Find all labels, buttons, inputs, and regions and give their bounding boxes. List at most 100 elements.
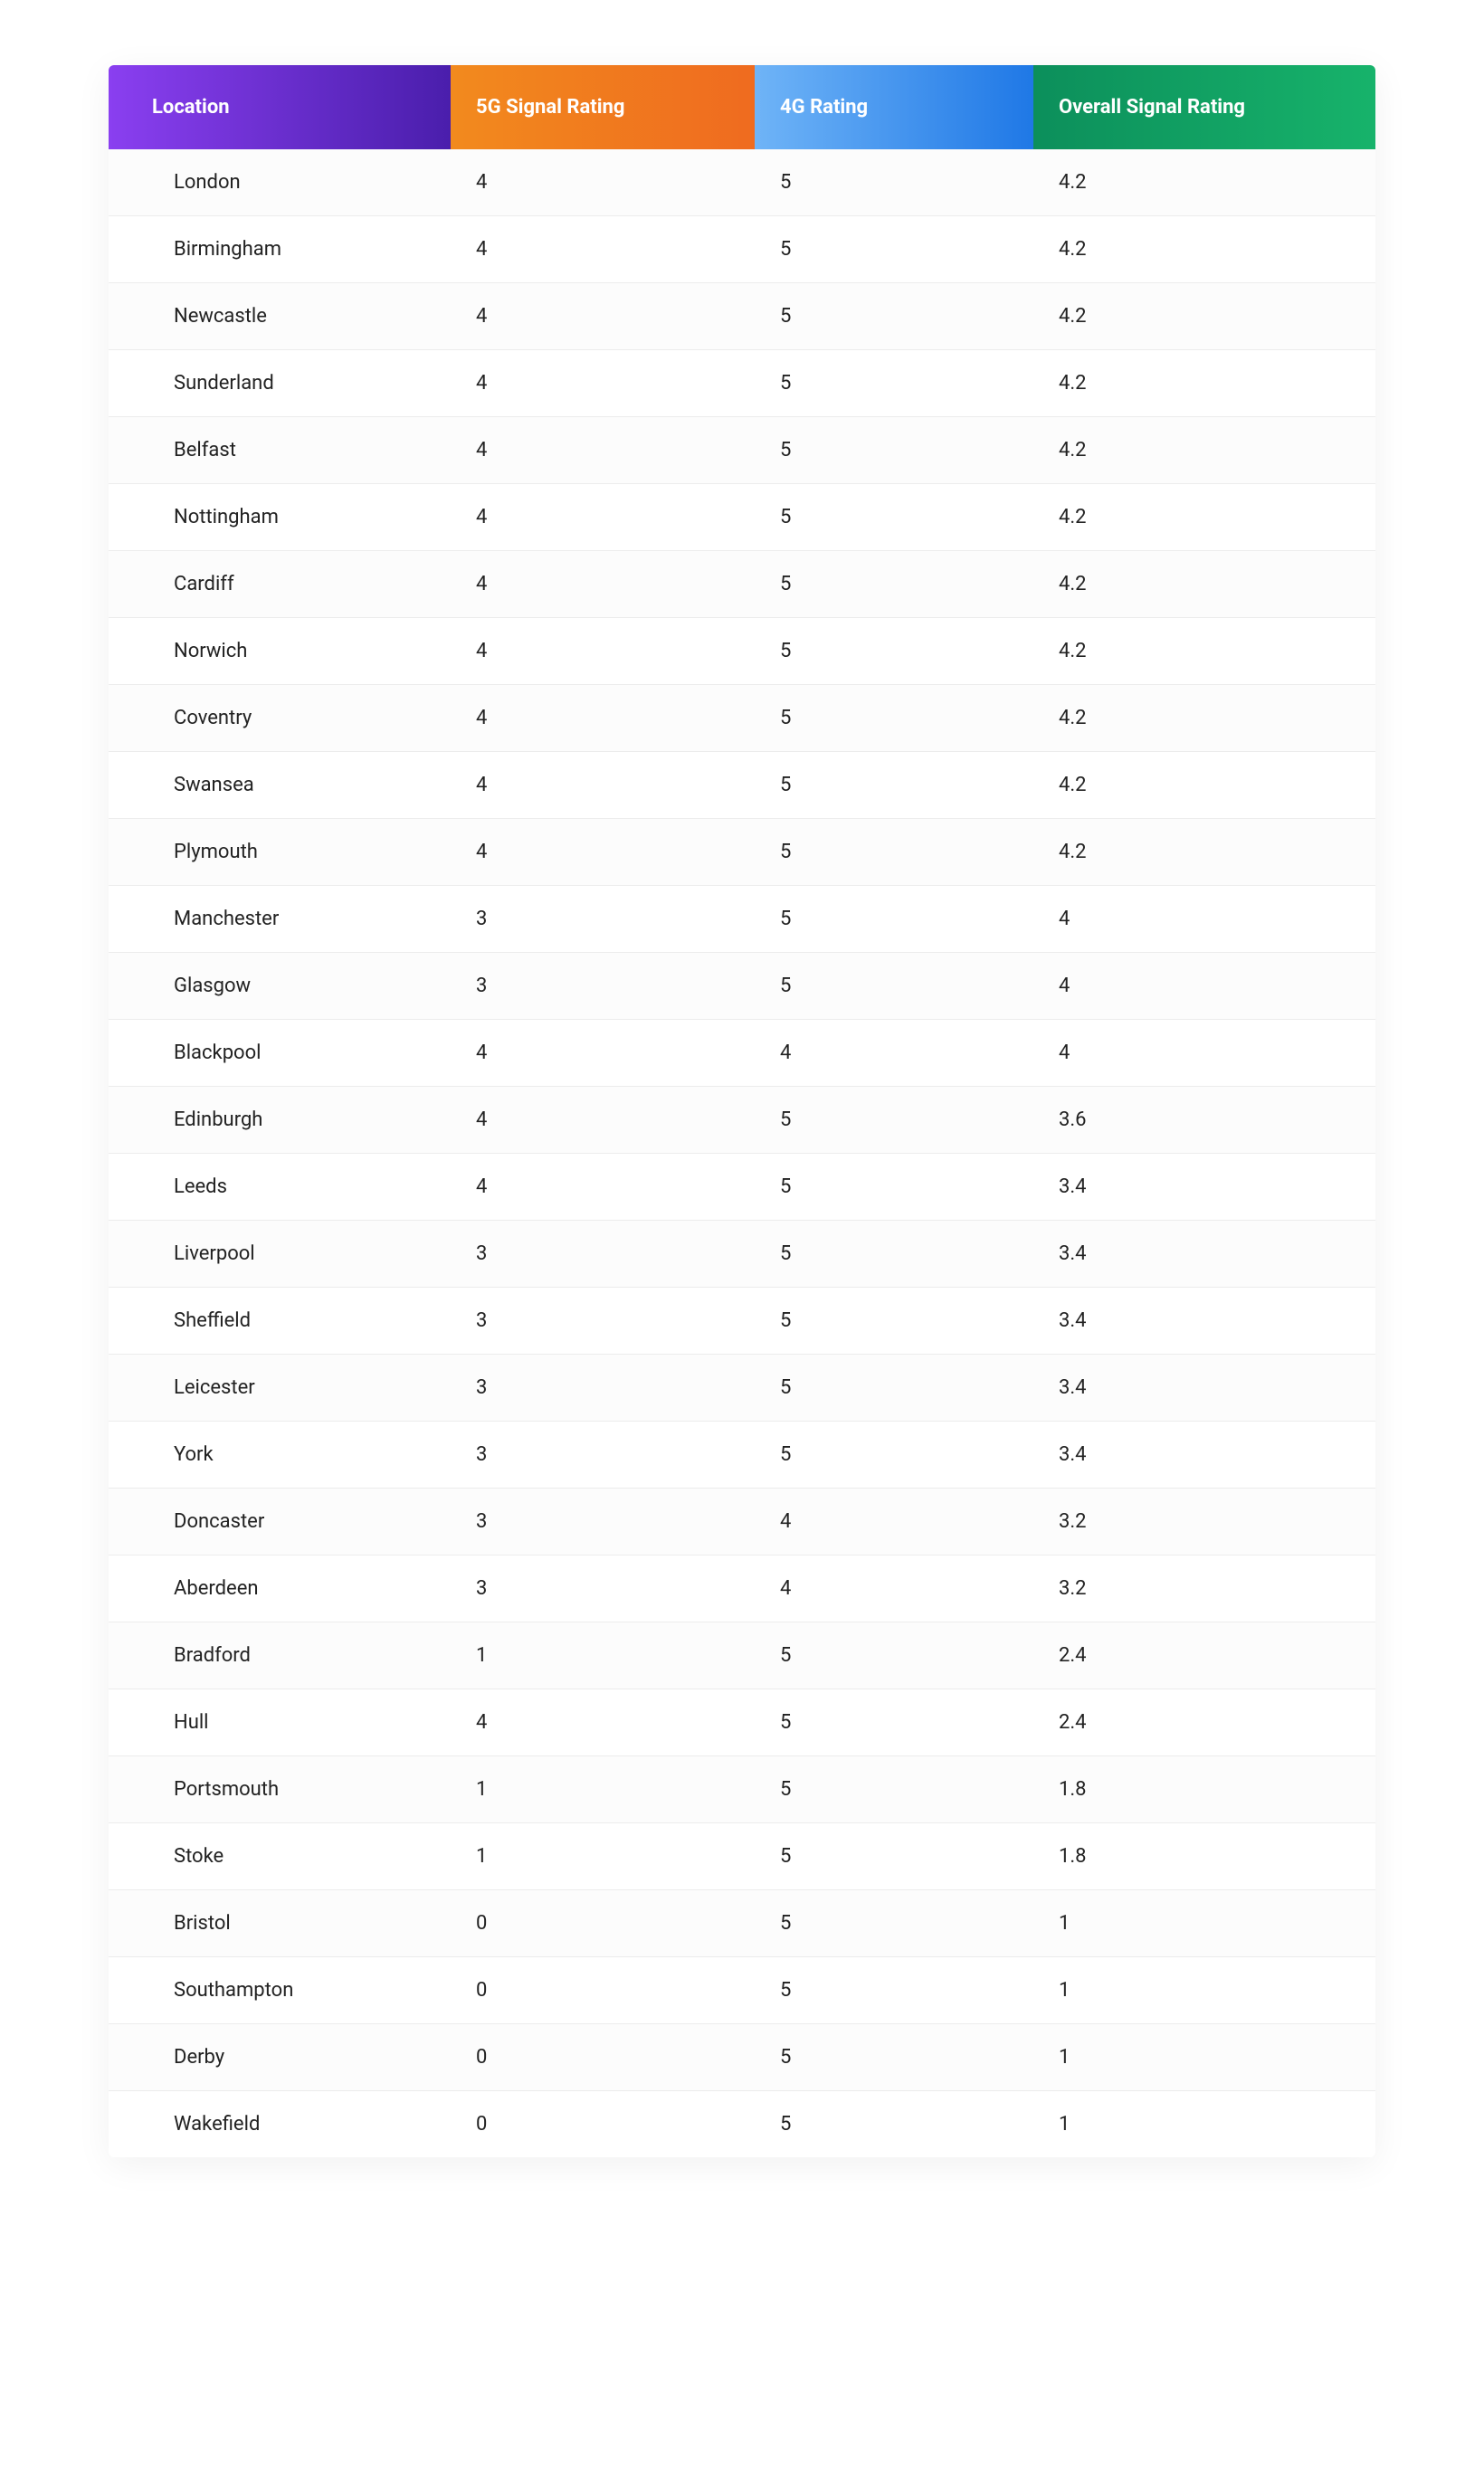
location-cell: Liverpool xyxy=(109,1221,451,1288)
value-cell: 4 xyxy=(451,149,755,216)
table-row: Leeds453.4 xyxy=(109,1154,1375,1221)
table-row: Doncaster343.2 xyxy=(109,1489,1375,1555)
table-row: Liverpool353.4 xyxy=(109,1221,1375,1288)
table-row: Edinburgh453.6 xyxy=(109,1087,1375,1154)
value-cell: 5 xyxy=(755,1622,1033,1689)
value-cell: 5 xyxy=(755,1823,1033,1890)
value-cell: 3 xyxy=(451,1555,755,1622)
location-cell: Wakefield xyxy=(109,2091,451,2158)
value-cell: 3 xyxy=(451,886,755,953)
value-cell: 3.4 xyxy=(1033,1422,1375,1489)
value-cell: 4 xyxy=(451,685,755,752)
value-cell: 3 xyxy=(451,953,755,1020)
table-row: Aberdeen343.2 xyxy=(109,1555,1375,1622)
value-cell: 4 xyxy=(451,551,755,618)
table-row: Stoke151.8 xyxy=(109,1823,1375,1890)
table-row: Derby051 xyxy=(109,2024,1375,2091)
table-row: York353.4 xyxy=(109,1422,1375,1489)
value-cell: 5 xyxy=(755,484,1033,551)
value-cell: 5 xyxy=(755,685,1033,752)
value-cell: 4 xyxy=(1033,953,1375,1020)
location-cell: Manchester xyxy=(109,886,451,953)
value-cell: 5 xyxy=(755,1087,1033,1154)
location-cell: Birmingham xyxy=(109,216,451,283)
location-cell: Belfast xyxy=(109,417,451,484)
value-cell: 5 xyxy=(755,618,1033,685)
value-cell: 3.4 xyxy=(1033,1221,1375,1288)
location-cell: Edinburgh xyxy=(109,1087,451,1154)
value-cell: 3.4 xyxy=(1033,1154,1375,1221)
column-header: 5G Signal Rating xyxy=(451,65,755,149)
header-row: Location5G Signal Rating4G RatingOverall… xyxy=(109,65,1375,149)
value-cell: 3.2 xyxy=(1033,1489,1375,1555)
table-row: Leicester353.4 xyxy=(109,1355,1375,1422)
location-cell: Stoke xyxy=(109,1823,451,1890)
value-cell: 4.2 xyxy=(1033,551,1375,618)
value-cell: 4 xyxy=(451,752,755,819)
value-cell: 5 xyxy=(755,417,1033,484)
table-row: Newcastle454.2 xyxy=(109,283,1375,350)
table-row: Blackpool444 xyxy=(109,1020,1375,1087)
value-cell: 0 xyxy=(451,1890,755,1957)
location-cell: Southampton xyxy=(109,1957,451,2024)
value-cell: 5 xyxy=(755,1154,1033,1221)
location-cell: Coventry xyxy=(109,685,451,752)
value-cell: 4 xyxy=(755,1555,1033,1622)
value-cell: 5 xyxy=(755,283,1033,350)
value-cell: 3 xyxy=(451,1489,755,1555)
value-cell: 3 xyxy=(451,1288,755,1355)
table-row: Hull452.4 xyxy=(109,1689,1375,1756)
table-row: London454.2 xyxy=(109,149,1375,216)
value-cell: 4 xyxy=(451,350,755,417)
value-cell: 1 xyxy=(451,1622,755,1689)
location-cell: Nottingham xyxy=(109,484,451,551)
value-cell: 4 xyxy=(451,1087,755,1154)
table-row: Manchester354 xyxy=(109,886,1375,953)
value-cell: 5 xyxy=(755,752,1033,819)
value-cell: 1 xyxy=(1033,2024,1375,2091)
value-cell: 4.2 xyxy=(1033,484,1375,551)
value-cell: 5 xyxy=(755,1689,1033,1756)
value-cell: 4 xyxy=(451,1020,755,1087)
value-cell: 4.2 xyxy=(1033,216,1375,283)
location-cell: Doncaster xyxy=(109,1489,451,1555)
location-cell: Blackpool xyxy=(109,1020,451,1087)
value-cell: 4 xyxy=(451,216,755,283)
value-cell: 4 xyxy=(1033,886,1375,953)
location-cell: Plymouth xyxy=(109,819,451,886)
location-cell: Aberdeen xyxy=(109,1555,451,1622)
value-cell: 4 xyxy=(451,1154,755,1221)
table-row: Glasgow354 xyxy=(109,953,1375,1020)
table-row: Plymouth454.2 xyxy=(109,819,1375,886)
value-cell: 4 xyxy=(451,1689,755,1756)
location-cell: Norwich xyxy=(109,618,451,685)
value-cell: 4.2 xyxy=(1033,685,1375,752)
value-cell: 4.2 xyxy=(1033,350,1375,417)
location-cell: Leeds xyxy=(109,1154,451,1221)
table-row: Sunderland454.2 xyxy=(109,350,1375,417)
value-cell: 5 xyxy=(755,1288,1033,1355)
value-cell: 5 xyxy=(755,1221,1033,1288)
location-cell: Cardiff xyxy=(109,551,451,618)
location-cell: Bradford xyxy=(109,1622,451,1689)
location-cell: Newcastle xyxy=(109,283,451,350)
value-cell: 5 xyxy=(755,1957,1033,2024)
value-cell: 4 xyxy=(451,417,755,484)
table-row: Southampton051 xyxy=(109,1957,1375,2024)
value-cell: 0 xyxy=(451,1957,755,2024)
value-cell: 1 xyxy=(1033,2091,1375,2158)
value-cell: 4 xyxy=(451,819,755,886)
value-cell: 4 xyxy=(451,484,755,551)
value-cell: 5 xyxy=(755,551,1033,618)
value-cell: 5 xyxy=(755,1422,1033,1489)
table-row: Belfast454.2 xyxy=(109,417,1375,484)
table-row: Wakefield051 xyxy=(109,2091,1375,2158)
value-cell: 3.4 xyxy=(1033,1355,1375,1422)
value-cell: 3 xyxy=(451,1422,755,1489)
location-cell: Swansea xyxy=(109,752,451,819)
value-cell: 5 xyxy=(755,149,1033,216)
table-row: Cardiff454.2 xyxy=(109,551,1375,618)
location-cell: London xyxy=(109,149,451,216)
value-cell: 4.2 xyxy=(1033,752,1375,819)
value-cell: 3.6 xyxy=(1033,1087,1375,1154)
